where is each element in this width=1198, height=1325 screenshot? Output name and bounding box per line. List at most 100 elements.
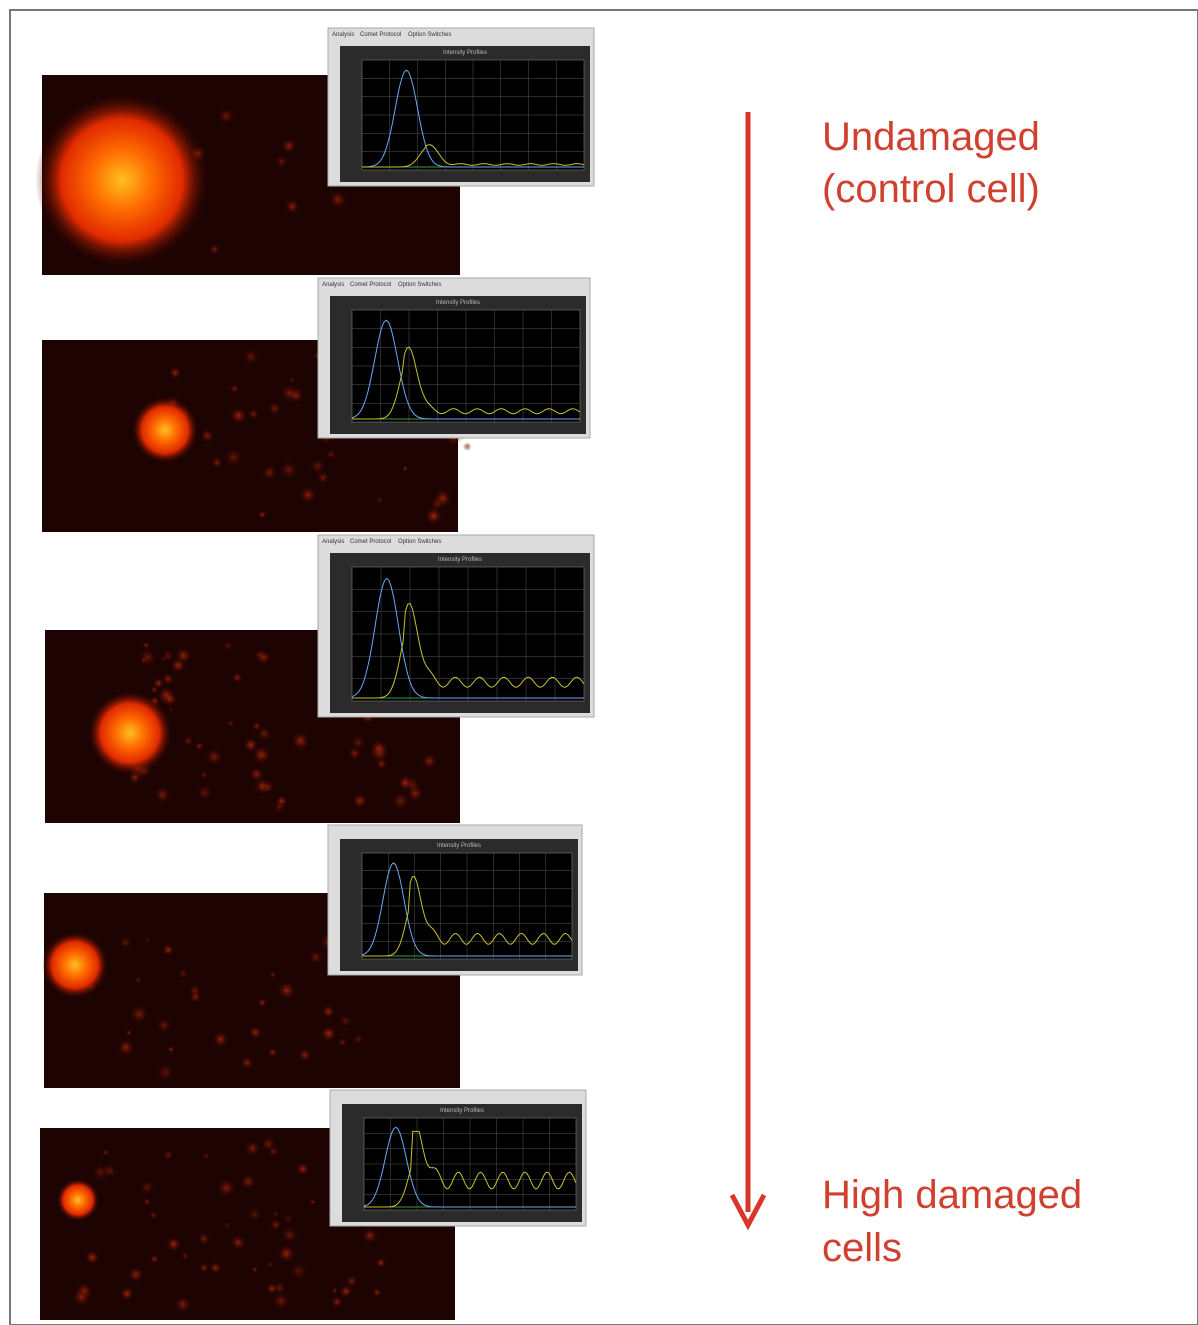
- comet-speck: [421, 753, 438, 770]
- comet-speck: [222, 640, 234, 652]
- top-label: (control cell): [822, 167, 1040, 211]
- comet-speck: [269, 971, 276, 978]
- comet-speck: [273, 1281, 287, 1295]
- comet-speck: [267, 401, 281, 415]
- comet-speck: [140, 657, 147, 664]
- comet-speck: [353, 1034, 365, 1046]
- comet-speck: [150, 1254, 159, 1263]
- comet-speck: [167, 1046, 174, 1053]
- comet-speck: [309, 1198, 316, 1205]
- comet-speck: [142, 641, 150, 649]
- comet-speck: [270, 1219, 282, 1231]
- comet-speck: [188, 984, 201, 997]
- tab-label: Option Switches: [408, 32, 451, 38]
- tab-label: Analysis: [332, 32, 354, 38]
- comet-speck: [248, 1025, 263, 1040]
- comet-speck: [200, 428, 215, 443]
- comet-speck: [404, 777, 420, 793]
- comet-speck: [295, 1162, 310, 1177]
- bottom-label: High damaged: [822, 1173, 1082, 1217]
- comet-speck: [272, 1210, 279, 1217]
- comet-speck: [129, 1004, 149, 1024]
- comet-speck: [209, 1261, 222, 1274]
- tab-label: Analysis: [322, 282, 344, 288]
- comet-speck: [284, 198, 301, 215]
- comet-speck: [339, 1014, 352, 1027]
- comet-speck: [391, 791, 410, 810]
- comet-speck: [320, 1025, 337, 1042]
- comet-speck: [230, 1234, 246, 1250]
- comet-speck: [283, 1214, 293, 1224]
- comet-speck: [258, 510, 267, 519]
- comet-speck: [223, 1221, 231, 1229]
- comet-speck: [328, 190, 347, 209]
- comet-speck: [370, 739, 389, 758]
- comet-speck: [156, 1062, 176, 1082]
- comet-speck: [257, 726, 272, 741]
- comet-speck: [169, 366, 182, 379]
- comet-speck: [102, 1149, 110, 1157]
- comet-speck: [162, 944, 174, 956]
- comet-head: [132, 397, 198, 463]
- comet-speck: [200, 771, 209, 780]
- comet-speck: [375, 1257, 386, 1268]
- comet-speck: [289, 1262, 307, 1280]
- comet-speck: [338, 1037, 347, 1046]
- comet-speck: [267, 1047, 278, 1058]
- comet-speck: [316, 471, 330, 485]
- comet-speck: [372, 1288, 381, 1297]
- comet-speck: [197, 1232, 211, 1246]
- comet-speck: [117, 1038, 135, 1056]
- comet-speck: [261, 464, 277, 480]
- tab-label: Comet Protocol: [360, 32, 401, 38]
- comet-speck: [430, 496, 445, 511]
- tab-label: Option Switches: [398, 282, 441, 288]
- comet-speck: [196, 784, 213, 801]
- comet-speck: [165, 1236, 182, 1253]
- comet-speck: [126, 1029, 132, 1035]
- comet-speck: [240, 1174, 256, 1190]
- comet-speck: [139, 1179, 154, 1194]
- comet-speck: [212, 1031, 229, 1048]
- comet-speck: [331, 1296, 343, 1308]
- comet-speck: [288, 376, 295, 383]
- comet-speck: [326, 449, 337, 460]
- comet-speck: [138, 648, 157, 667]
- comet-speck: [376, 496, 384, 504]
- comet-speck: [232, 672, 243, 683]
- comet-speck: [161, 649, 174, 662]
- comet-head: [88, 691, 172, 775]
- comet-speck: [278, 981, 296, 999]
- comet-speck: [175, 647, 192, 664]
- comet-speck: [208, 243, 220, 255]
- comet-speck: [375, 757, 388, 770]
- comet-speck: [205, 748, 223, 766]
- comet-speck: [195, 741, 205, 751]
- comet-speck: [266, 1261, 274, 1269]
- comet-speck: [181, 1252, 189, 1260]
- tab-label: Option Switches: [398, 539, 441, 545]
- comet-speck: [247, 1207, 262, 1222]
- comet-speck: [119, 1286, 134, 1301]
- comet-speck: [84, 1250, 100, 1266]
- comet-speck: [321, 1004, 335, 1018]
- comet-speck: [229, 406, 247, 424]
- tab-label: Comet Protocol: [350, 282, 391, 288]
- comet-speck: [178, 968, 189, 979]
- comet-speck: [162, 691, 179, 708]
- comet-speck: [402, 465, 409, 472]
- comet-speck: [279, 460, 298, 479]
- comet-speck: [154, 786, 171, 803]
- comet-head: [35, 93, 209, 267]
- comet-speck: [217, 107, 235, 125]
- comet-speck: [352, 793, 368, 809]
- comet-speck: [163, 1150, 173, 1160]
- tab-label: Comet Protocol: [350, 539, 391, 545]
- comet-speck: [332, 1288, 338, 1294]
- comet-speck: [211, 456, 223, 468]
- top-label: Undamaged: [822, 115, 1040, 159]
- comet-speck: [280, 384, 298, 402]
- comet-speck: [275, 155, 289, 169]
- comet-speck: [72, 1288, 91, 1307]
- comet-speck: [261, 1136, 277, 1152]
